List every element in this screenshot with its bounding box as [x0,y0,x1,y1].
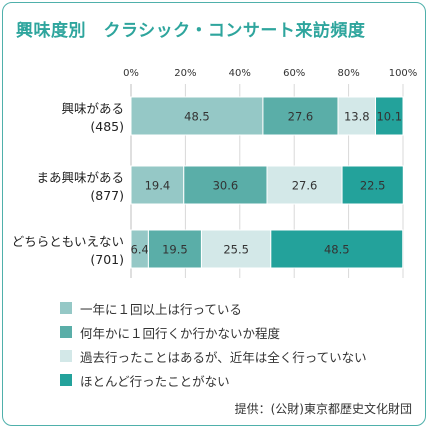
bar-segment [337,96,377,136]
bar-segment [266,165,343,205]
data-label: 25.5 [223,243,249,257]
data-label: 48.5 [324,243,350,257]
x-tick-label: 80% [337,68,359,79]
bar-segment [130,165,185,205]
category-label: どちらともいえない [12,234,124,249]
bar-segment [262,96,339,136]
x-tick-label: 60% [283,68,305,79]
legend-item: 過去行ったことはあるが、近年は全く行っていない [60,344,367,368]
bar-segment [200,229,272,269]
legend-swatch [60,326,72,338]
data-label: 27.6 [288,110,314,124]
legend-label: 何年かに１回行くか行かないか程度 [80,325,281,341]
chart-title: 興味度別 クラシック・コンサート来訪頻度 [16,21,366,41]
data-label: 13.8 [344,110,370,124]
bar-segment [183,165,268,205]
data-label: 10.1 [376,110,402,124]
legend-swatch [60,350,72,362]
category-count-label: (877) [90,188,124,203]
data-label: 19.5 [162,243,188,257]
bar-segment [341,165,404,205]
data-label: 22.5 [360,179,386,193]
data-label: 48.5 [184,110,210,124]
category-label: まあ興味がある [36,170,124,185]
legend-label: ほとんど行ったことがない [80,373,230,389]
category-count-label: (485) [90,119,124,134]
bar-segment [270,229,404,269]
legend-swatch [60,302,72,314]
x-tick-label: 40% [229,68,251,79]
legend-swatch [60,374,72,386]
category-label: 興味がある [61,101,124,116]
bar-segment [147,229,202,269]
x-tick-label: 100% [389,68,418,79]
bar-segment [375,96,404,136]
source-note: 提供：(公財)東京都歴史文化財団 [234,402,412,416]
legend-item: 何年かに１回行くか行かないか程度 [60,320,367,344]
data-label: 6.4 [131,243,149,257]
category-count-label: (701) [90,252,124,267]
data-label: 27.6 [292,179,318,193]
legend-item: ほとんど行ったことがない [60,368,367,392]
legend-label: 過去行ったことはあるが、近年は全く行っていない [80,349,367,365]
legend: 一年に１回以上は行っている何年かに１回行くか行かないか程度過去行ったことはあるが… [60,296,367,392]
data-label: 19.4 [145,179,171,193]
stacked-bar-chart: 0% 20% 40% 60% 80% 100% 48.5 27.6 13.8 10.1 興味がある (… [12,68,418,278]
legend-label: 一年に１回以上は行っている [80,301,242,317]
x-tick-label: 20% [174,68,196,79]
data-label: 30.6 [213,179,239,193]
legend-item: 一年に１回以上は行っている [60,296,367,320]
x-tick-label: 0% [123,68,139,79]
chart-card [2,2,426,426]
